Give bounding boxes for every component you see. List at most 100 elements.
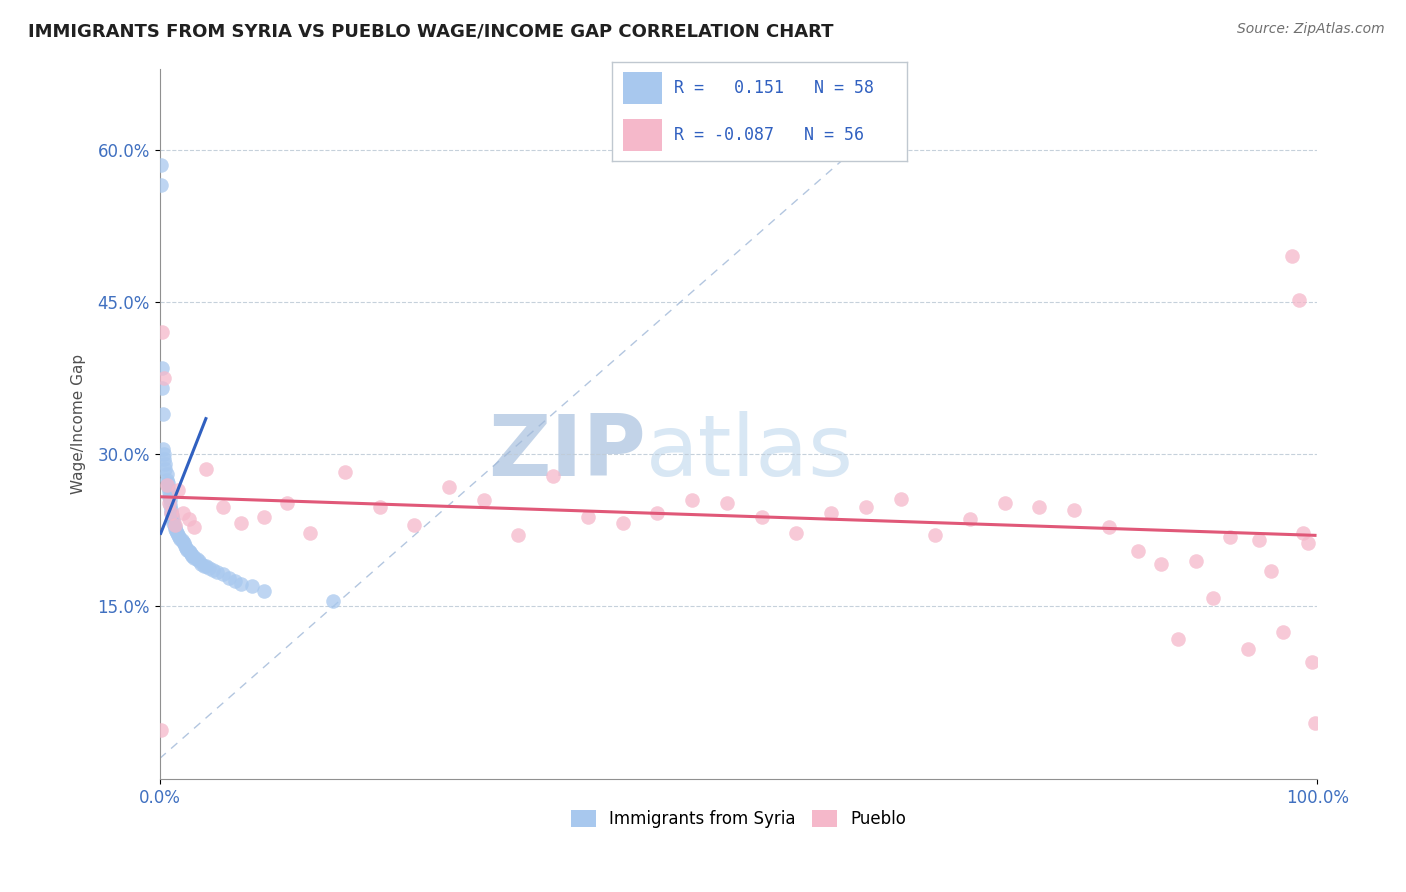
Point [437,480,460,494]
Point [201,563,224,577]
Point [166,526,188,541]
Point [1028,500,1050,514]
Point [472,492,495,507]
Point [1184,554,1206,568]
Point [1237,642,1260,657]
Text: R = -0.087   N = 56: R = -0.087 N = 56 [673,126,863,144]
Point [155,477,177,491]
Point [404,518,426,533]
Point [152,442,174,456]
Point [155,467,177,482]
Point [1292,526,1315,541]
Point [162,513,184,527]
Point [162,516,184,531]
Point [212,566,235,581]
Point [1063,503,1085,517]
Point [299,526,322,541]
Point [1260,564,1282,578]
Point [181,549,204,563]
Point [172,506,194,520]
Point [186,551,208,566]
Point [176,542,198,557]
Point [180,547,202,561]
Point [1167,632,1189,646]
Point [157,484,180,499]
Point [576,510,599,524]
Point [194,558,217,573]
Text: atlas: atlas [645,410,853,493]
Bar [623,72,662,103]
Point [156,475,179,490]
Point [820,506,842,520]
Point [169,533,191,547]
Point [322,594,344,608]
Point [1271,624,1294,639]
Point [253,510,276,524]
Point [924,528,946,542]
Point [1126,543,1149,558]
Point [167,530,190,544]
Point [612,516,634,531]
Point [368,500,391,514]
Point [155,458,177,472]
Text: R =   0.151   N = 58: R = 0.151 N = 58 [673,79,873,97]
Point [150,360,173,375]
Point [156,480,179,494]
Point [159,492,181,507]
Point [157,496,180,510]
Y-axis label: Wage/Income Gap: Wage/Income Gap [72,353,86,494]
Point [240,579,263,593]
Point [149,158,172,172]
Point [174,539,197,553]
Point [190,557,212,571]
Point [1098,520,1121,534]
Point [153,452,176,467]
Point [155,462,177,476]
Point [167,528,190,542]
Point [1303,716,1326,731]
Point [1301,655,1323,669]
Point [218,571,240,585]
Point [1219,530,1241,544]
Point [181,549,204,563]
Point [508,528,530,542]
Point [177,512,200,526]
Point [207,565,229,579]
Point [150,326,173,340]
Point [149,178,172,193]
Legend: Immigrants from Syria, Pueblo: Immigrants from Syria, Pueblo [564,803,912,835]
Point [179,544,201,558]
Point [681,492,703,507]
Point [162,510,184,524]
Point [716,496,738,510]
Point [187,554,209,568]
Point [149,723,172,738]
Point [159,498,181,512]
Point [163,520,186,534]
Point [183,520,205,534]
Point [167,483,190,497]
Point [647,506,669,520]
Point [193,558,215,573]
Text: ZIP: ZIP [488,410,645,493]
Point [276,496,298,510]
Point [160,506,183,520]
Point [994,496,1017,510]
Point [1249,533,1271,548]
Point [224,574,246,588]
Point [1296,536,1319,550]
Point [155,473,177,487]
Text: IMMIGRANTS FROM SYRIA VS PUEBLO WAGE/INCOME GAP CORRELATION CHART: IMMIGRANTS FROM SYRIA VS PUEBLO WAGE/INC… [28,22,834,40]
Point [152,407,174,421]
Point [162,508,184,522]
Bar [623,120,662,151]
Point [229,516,252,531]
Point [253,584,276,599]
Point [157,490,180,504]
Point [153,371,176,385]
Point [160,506,183,520]
Point [198,561,221,575]
Point [1288,293,1310,307]
Point [172,535,194,549]
Point [1202,591,1225,606]
